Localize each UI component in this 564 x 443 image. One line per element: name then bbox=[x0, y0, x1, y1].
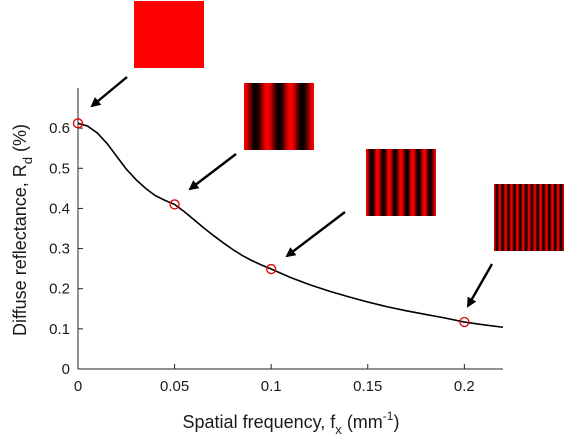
y-tick-label: 0.2 bbox=[49, 281, 70, 298]
reflectance-curve bbox=[77, 122, 504, 329]
y-tick-label: 0.4 bbox=[49, 200, 70, 217]
data-point-marker bbox=[169, 199, 180, 210]
pattern-inset-high-frequency bbox=[494, 184, 564, 251]
y-axis-title: Diffuse reflectance, Rd (%) bbox=[10, 124, 35, 336]
pattern-inset-low-frequency bbox=[244, 83, 314, 150]
axes bbox=[77, 88, 503, 370]
pattern-insets bbox=[134, 1, 564, 251]
markers bbox=[72, 118, 470, 328]
y-tick-label: 0 bbox=[62, 361, 70, 378]
y-tick-label: 0.6 bbox=[49, 120, 70, 137]
x-tick-label: 0 bbox=[74, 378, 82, 395]
pattern-inset-uniform bbox=[134, 1, 204, 68]
y-tick-label: 0.5 bbox=[49, 160, 70, 177]
annotation-arrow bbox=[285, 211, 346, 258]
data-point-marker bbox=[72, 118, 84, 129]
x-tick-label: 0.2 bbox=[454, 378, 475, 395]
x-tick-label: 0.05 bbox=[160, 378, 189, 395]
ticks: 0 0.05 0.1 0.15 0.2 0 0.1 0.2 0.3 0.4 0.5 0.6 bbox=[49, 120, 475, 395]
y-tick-label: 0.1 bbox=[49, 321, 70, 338]
arrows bbox=[90, 76, 494, 308]
x-tick-label: 0.1 bbox=[261, 378, 282, 395]
x-axis-title: Spatial frequency, fx (mm-1) bbox=[183, 409, 400, 437]
data-point-marker bbox=[266, 263, 277, 275]
pattern-inset-mid-frequency bbox=[366, 149, 436, 216]
annotation-arrow bbox=[90, 76, 128, 108]
annotation-arrow bbox=[188, 153, 237, 191]
data-point-marker bbox=[459, 316, 470, 328]
annotation-arrow bbox=[466, 263, 494, 308]
series bbox=[77, 122, 504, 329]
x-tick-label: 0.15 bbox=[353, 378, 382, 395]
y-tick-label: 0.3 bbox=[49, 241, 70, 258]
